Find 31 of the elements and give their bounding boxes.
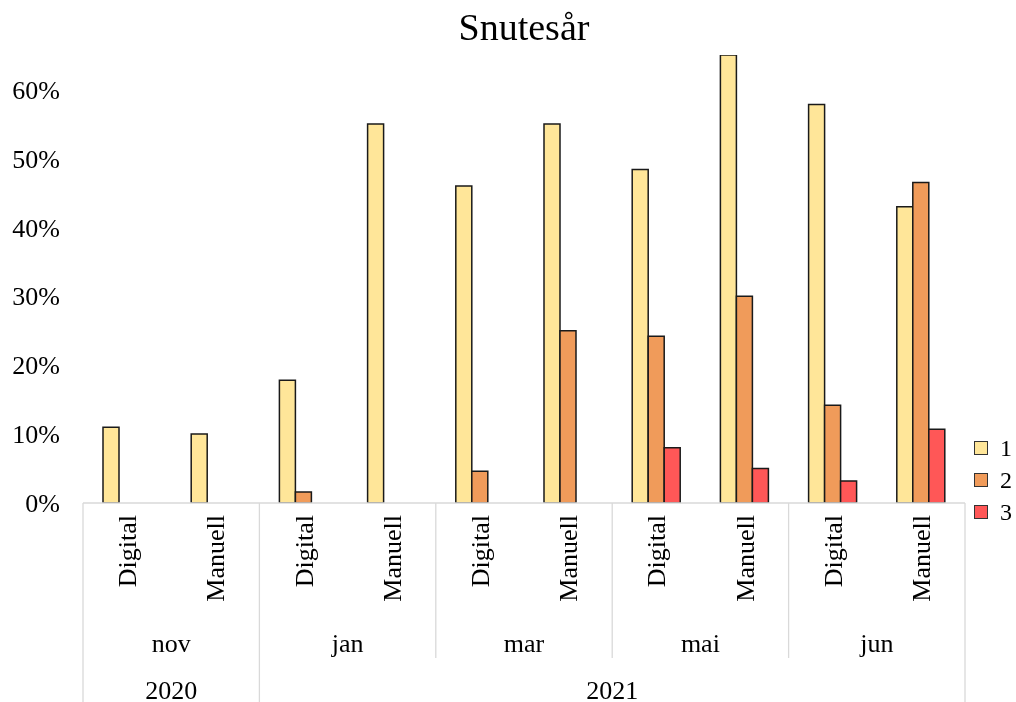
x-tick-label: Digital [818,515,848,588]
text: nov [151,629,191,659]
legend-label: 1 [1000,434,1012,463]
y-tick-label: 20% [12,351,60,381]
x-tick-label: Digital [466,515,495,588]
text: jun [859,629,894,659]
x-tick-label: Manuell [907,515,936,602]
bar [190,433,208,503]
text: mar [503,629,545,659]
bar [102,426,120,503]
x-tick-label: Digital [642,515,672,588]
x-tick-label: Manuell [377,515,407,602]
y-tick-label: 40% [12,213,60,243]
y-tick-label: 60% [12,75,60,105]
text: jan [330,629,364,659]
y-tick-label: 50% [12,144,60,174]
text: mai [680,629,720,659]
y-tick-label: 10% [12,420,60,450]
y-tick-label: 0% [25,489,60,519]
legend-label: 3 [1000,498,1012,527]
x-tick-label: Manuell [554,515,584,602]
chart-title: Snutesår [457,6,591,48]
x-tick-label: Digital [289,515,319,588]
text: 2020 [145,676,198,702]
legend-label: 2 [1000,466,1012,495]
x-tick-label: Digital [113,515,143,588]
text: 2021 [586,676,639,702]
bar [366,123,385,503]
x-tick-label: Manuell [730,515,760,602]
y-tick-label: 30% [12,282,60,312]
x-tick-label: Manuell [201,515,231,602]
